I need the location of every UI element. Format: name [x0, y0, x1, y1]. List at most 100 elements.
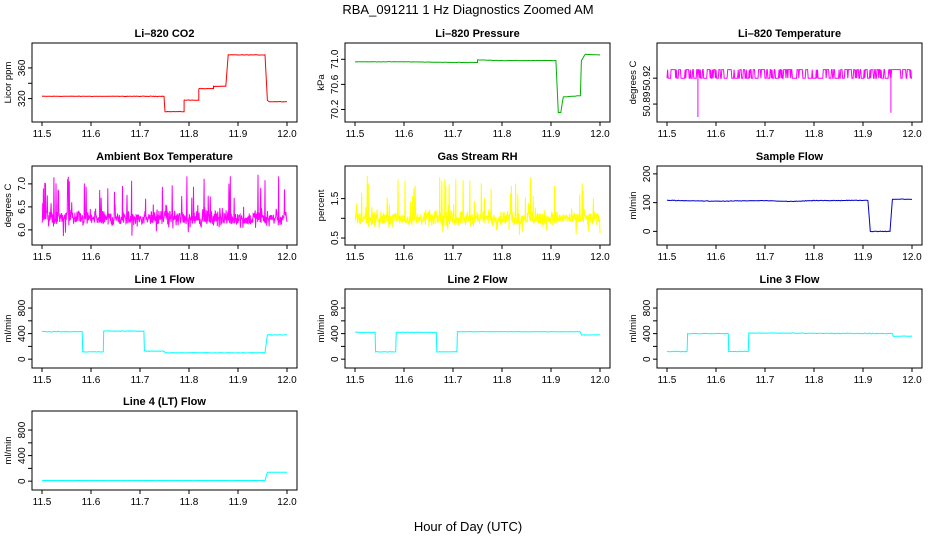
y-tick-label: 70.6	[330, 74, 341, 94]
panel-title: Li–820 Pressure	[435, 28, 519, 40]
x-tick-label: 11.7	[131, 497, 150, 508]
x-tick-label: 11.7	[444, 375, 463, 386]
x-tick-label: 11.6	[395, 375, 414, 386]
x-tick-label: 11.6	[82, 129, 101, 140]
x-tick-label: 11.6	[82, 252, 101, 263]
x-tick-label: 11.7	[131, 129, 150, 140]
y-tick-label: 0.5	[330, 231, 341, 245]
x-tick-label: 11.5	[33, 375, 52, 386]
x-tick-label: 11.8	[180, 375, 199, 386]
plot-frame	[31, 42, 298, 123]
x-tick-label: 11.7	[756, 375, 775, 386]
y-axis-label: degrees C	[628, 60, 639, 104]
x-tick-label: 11.5	[33, 497, 52, 508]
x-tick-label: 11.9	[854, 129, 873, 140]
x-tick-label: 12.0	[590, 129, 610, 140]
x-tick-label: 11.6	[707, 375, 726, 386]
x-tick-label: 11.7	[444, 252, 463, 263]
x-tick-label: 12.0	[902, 252, 922, 263]
x-tick-label: 12.0	[277, 497, 297, 508]
x-tick-label: 11.8	[805, 129, 824, 140]
y-tick-label: 6.0	[17, 222, 28, 236]
series-line-pressure	[355, 53, 600, 114]
x-tick-label: 11.8	[180, 497, 199, 508]
y-tick-label: 1.5	[330, 191, 341, 205]
plot-frame	[344, 42, 611, 123]
y-tick-label: 0	[330, 356, 341, 362]
x-tick-label: 11.9	[229, 252, 248, 263]
x-tick-label: 12.0	[277, 375, 297, 386]
y-tick-label: 71.0	[330, 49, 341, 69]
y-tick-label: 800	[330, 299, 341, 316]
y-axis-label: kPa	[316, 74, 327, 91]
x-tick-label: 11.8	[493, 129, 512, 140]
x-tick-label: 11.5	[658, 375, 677, 386]
series-line-line1	[42, 330, 288, 354]
x-tick-label: 11.9	[854, 375, 873, 386]
y-axis-label: ml/min	[316, 315, 327, 343]
x-tick-label: 12.0	[277, 129, 297, 140]
plot-frame	[31, 165, 298, 246]
x-tick-label: 11.5	[33, 252, 52, 263]
y-tick-label: 7.0	[17, 176, 28, 190]
y-tick-label: 70.2	[330, 99, 341, 119]
y-tick-label: 400	[17, 447, 28, 464]
x-tick-label: 12.0	[902, 375, 922, 386]
plot-frame	[344, 288, 611, 369]
x-tick-label: 12.0	[590, 375, 610, 386]
y-axis-label: ml/min	[628, 192, 639, 220]
x-tick-label: 12.0	[590, 252, 610, 263]
plot-frame	[344, 165, 611, 246]
series-line-line2	[354, 330, 600, 353]
series-line-line3	[666, 332, 913, 353]
panel-line1: Line 1 Flow ml/min 0 400 800 11.5 11.6 11.7 11.8…	[3, 274, 298, 386]
y-axis-label: degrees C	[3, 183, 14, 227]
x-tick-label: 11.9	[229, 129, 248, 140]
x-tick-label: 12.0	[277, 252, 297, 263]
x-tick-label: 11.5	[346, 129, 365, 140]
y-axis-label: ml/min	[628, 315, 639, 343]
x-tick-label: 11.6	[395, 129, 414, 140]
plot-frame	[31, 288, 298, 369]
x-tick-label: 11.9	[542, 129, 561, 140]
y-axis-label: Licor ppm	[3, 62, 14, 104]
panel-sample_flow: Sample Flow ml/min 0 100 200 11.5 11.6 11.7 11.8…	[628, 151, 923, 263]
x-tick-label: 11.6	[707, 252, 726, 263]
x-tick-label: 11.9	[854, 252, 873, 263]
x-tick-label: 11.9	[542, 375, 561, 386]
plot-frame	[656, 42, 923, 123]
x-tick-label: 11.6	[82, 375, 101, 386]
y-tick-label: 800	[17, 299, 28, 316]
panel-title: Line 1 Flow	[135, 274, 195, 286]
y-axis-label: percent	[316, 189, 327, 221]
plot-frame	[656, 165, 923, 246]
series-line-co2	[41, 54, 288, 113]
x-tick-label: 11.5	[33, 129, 52, 140]
x-tick-label: 11.8	[805, 375, 824, 386]
panel-title: Li–820 CO2	[135, 28, 195, 40]
y-tick-label: 0	[642, 228, 653, 234]
panel-co2: Li–820 CO2 Licor ppm 320 360 11.5 11.6 11.7 11.…	[3, 28, 298, 140]
x-tick-label: 11.7	[756, 129, 775, 140]
x-tick-label: 11.6	[707, 129, 726, 140]
x-tick-label: 11.8	[180, 252, 199, 263]
series-line-sample_flow	[666, 198, 913, 233]
y-tick-label: 400	[330, 325, 341, 342]
panel-title: Line 4 (LT) Flow	[123, 396, 206, 408]
y-axis-label: ml/min	[3, 437, 14, 465]
y-tick-label: 6.5	[17, 199, 28, 213]
y-tick-label: 400	[642, 325, 653, 342]
x-tick-label: 11.7	[131, 375, 150, 386]
panel-title: Sample Flow	[756, 151, 824, 163]
y-tick-label: 400	[17, 325, 28, 342]
panel-line2: Line 2 Flow ml/min 0 400 800 11.5 11.6 11.7 11.8…	[316, 274, 611, 386]
panel-line3: Line 3 Flow ml/min 0 400 800 11.5 11.6 11.7 11.8…	[628, 274, 923, 386]
series-line-box_temp	[41, 174, 288, 237]
x-tick-label: 11.5	[658, 252, 677, 263]
series-line-rh	[354, 175, 601, 235]
x-tick-label: 11.7	[444, 129, 463, 140]
